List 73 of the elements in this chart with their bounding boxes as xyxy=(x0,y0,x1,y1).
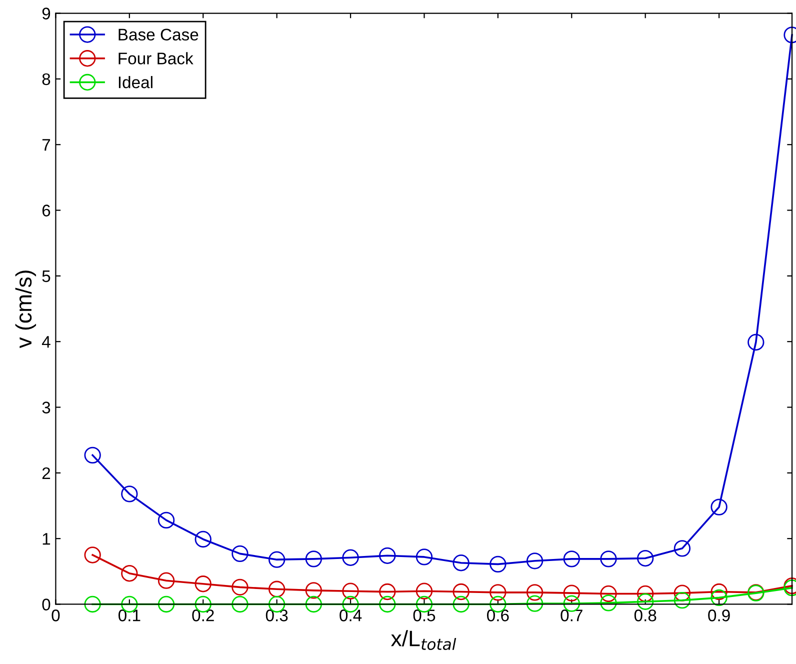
y-tick-label: 7 xyxy=(42,139,50,151)
point xyxy=(121,486,138,502)
y-tick-label: 8 xyxy=(42,73,50,86)
point xyxy=(305,550,322,568)
x-tick-label: 0.4 xyxy=(340,610,362,622)
y-tick-label: 0 xyxy=(42,598,50,610)
point xyxy=(194,576,212,592)
point xyxy=(158,596,175,613)
y-tick-label: 1 xyxy=(42,533,50,545)
point xyxy=(637,550,654,567)
point xyxy=(600,585,617,602)
point xyxy=(232,545,248,562)
point xyxy=(305,582,322,599)
y-tick-label: 6 xyxy=(42,204,50,216)
point xyxy=(379,583,396,600)
y-tick-label: 2 xyxy=(42,467,50,479)
point xyxy=(710,589,728,606)
x-tick-label: 0.8 xyxy=(634,610,656,622)
point xyxy=(158,512,175,529)
x-tick-label: 0.6 xyxy=(487,610,509,622)
x-axis-title: x/L$_{total}$ xyxy=(391,630,456,650)
y-tick-label: 3 xyxy=(42,402,50,414)
point xyxy=(452,554,470,572)
point xyxy=(416,548,433,566)
point xyxy=(600,594,617,612)
point xyxy=(526,584,544,601)
point xyxy=(674,540,691,557)
point xyxy=(305,596,322,613)
point xyxy=(637,585,654,602)
point xyxy=(158,572,175,589)
y-tick-label: 5 xyxy=(42,270,50,282)
point xyxy=(342,582,359,600)
point xyxy=(600,550,617,568)
point xyxy=(563,550,580,568)
point xyxy=(416,582,433,600)
point xyxy=(674,584,691,602)
legend-label: Four Back xyxy=(118,52,194,64)
point xyxy=(84,446,101,464)
x-tick-label: 0.3 xyxy=(266,610,288,622)
point xyxy=(268,551,286,568)
point xyxy=(748,334,764,351)
legend-label: Base Case xyxy=(118,28,198,41)
point xyxy=(84,546,101,564)
x-tick-label: 0.1 xyxy=(118,610,140,622)
point xyxy=(121,565,138,582)
x-tick-label: 0.9 xyxy=(708,610,730,622)
point xyxy=(232,578,248,596)
point xyxy=(526,595,544,612)
point xyxy=(674,592,691,609)
point xyxy=(490,556,506,573)
x-tick-label: 0 xyxy=(52,610,60,622)
x-tick-label: 0.5 xyxy=(413,610,436,622)
point xyxy=(232,596,248,613)
point xyxy=(563,584,580,602)
y-axis-title: v (cm/s) xyxy=(15,270,36,348)
point xyxy=(452,596,470,613)
point xyxy=(526,552,544,570)
x-tick-label: 0.7 xyxy=(560,610,582,622)
point xyxy=(452,583,470,600)
point xyxy=(710,583,728,600)
x-tick-label: 0.2 xyxy=(192,610,214,622)
y-tick-label: 9 xyxy=(42,8,50,20)
point xyxy=(379,596,396,613)
point xyxy=(710,498,728,516)
y-tick-label: 4 xyxy=(42,336,50,348)
point xyxy=(379,547,396,564)
point xyxy=(637,593,654,610)
legend-label: Ideal xyxy=(118,76,152,88)
point xyxy=(490,584,506,601)
point xyxy=(342,549,359,566)
point xyxy=(84,596,101,613)
point xyxy=(268,580,286,598)
point xyxy=(194,530,212,548)
